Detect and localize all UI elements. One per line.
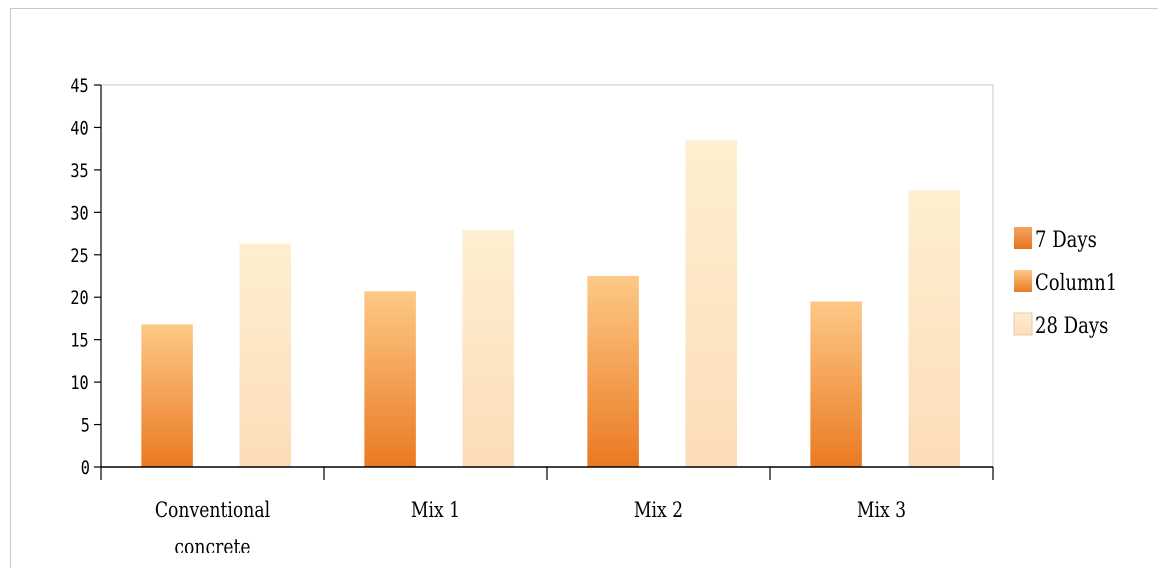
y-tick-label: 0 (81, 457, 90, 479)
bars-layer (141, 140, 960, 468)
x-category-label: Conventional concrete (155, 497, 270, 553)
bar (364, 291, 416, 467)
legend-swatch (1014, 227, 1032, 249)
y-tick-label: 30 (70, 203, 88, 225)
legend: 7 Days Column1 28 Days (1013, 226, 1117, 338)
x-category-label: Mix 1 (411, 497, 460, 522)
bar (239, 243, 291, 467)
chart-frame (10, 8, 1158, 568)
x-category-label: Mix 2 (634, 497, 683, 522)
legend-label: 7 Days (1035, 226, 1097, 252)
bar (462, 230, 514, 467)
y-tick-label: 15 (70, 330, 88, 352)
x-axis: Conventional concrete Mix 1 Mix 2 Mix 3 (100, 466, 994, 553)
y-tick-label: 20 (70, 288, 88, 310)
bar (141, 324, 193, 467)
y-tick-label: 40 (70, 118, 88, 140)
legend-label: 28 Days (1035, 312, 1108, 338)
legend-swatch (1014, 270, 1032, 292)
x-category-label: Mix 3 (857, 497, 906, 522)
y-tick-label: 35 (70, 160, 88, 182)
bar (810, 301, 862, 467)
bar (685, 140, 737, 467)
bar (908, 190, 960, 468)
y-tick-label: 10 (70, 373, 88, 395)
bar-chart: 0 5 10 15 20 25 30 35 40 45 Conventional concrete M… (70, 75, 1117, 553)
y-tick-label: 5 (81, 415, 90, 437)
y-axis: 0 5 10 15 20 25 30 35 40 45 (70, 75, 102, 480)
legend-label: Column1 (1035, 269, 1117, 295)
y-tick-label: 45 (70, 75, 88, 97)
bar (587, 276, 639, 467)
y-tick-label: 25 (70, 245, 88, 267)
legend-swatch (1013, 312, 1033, 336)
